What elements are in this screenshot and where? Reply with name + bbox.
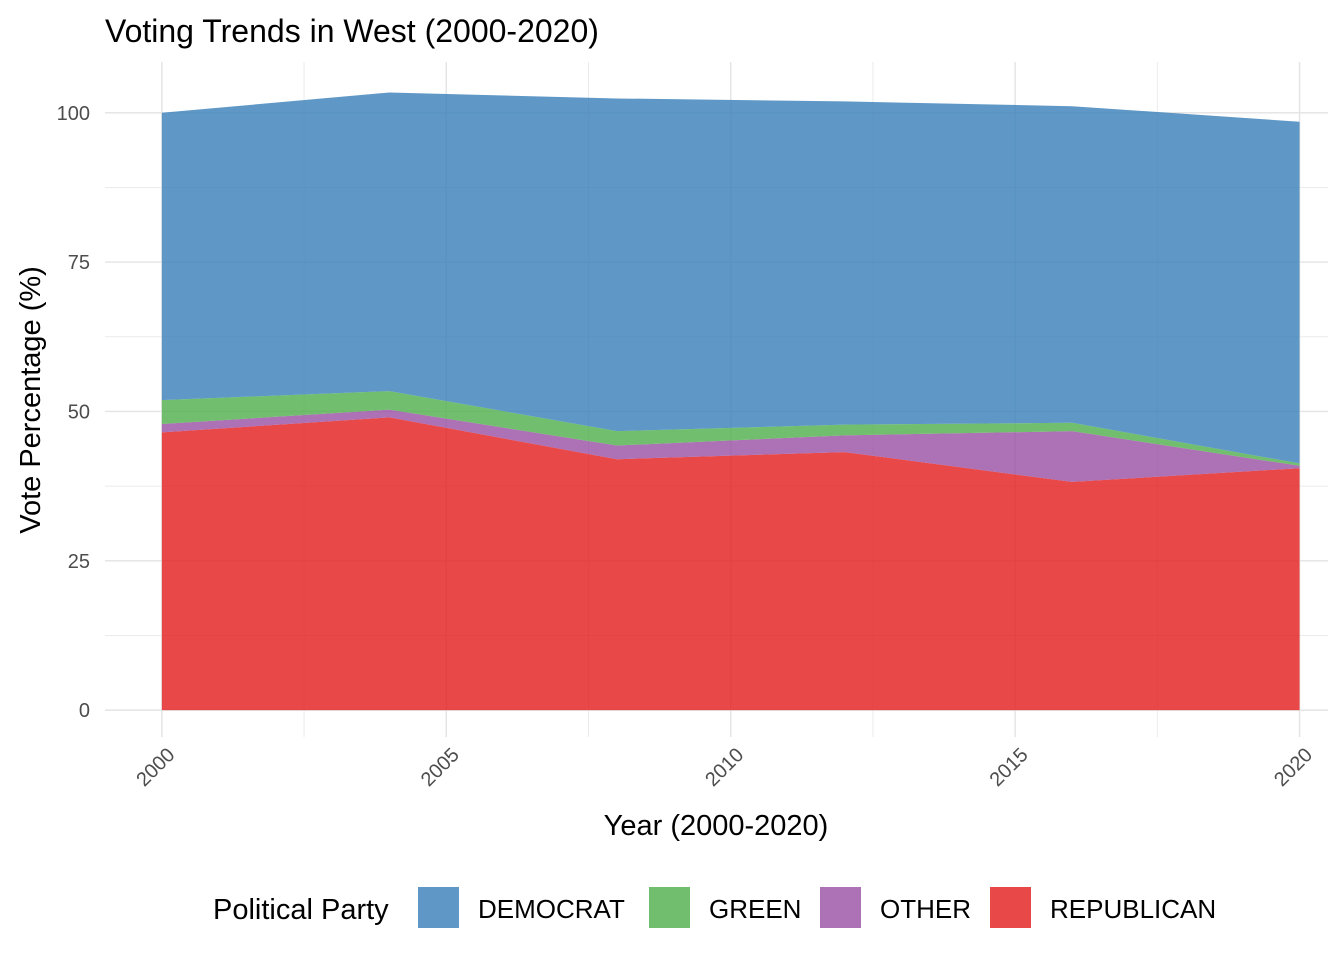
area-green [161, 391, 1300, 466]
y-axis-ticks: 0 25 50 75 100 [57, 103, 90, 722]
area-republican [161, 417, 1300, 711]
legend-swatch-green [649, 887, 690, 928]
y-tick-label: 75 [68, 252, 90, 274]
legend-swatch-democrat [418, 887, 459, 928]
x-axis-title: Year (2000-2020) [604, 810, 829, 842]
x-tick-label: 2000 [132, 744, 179, 791]
area-other [161, 409, 1300, 482]
y-tick-label: 0 [79, 700, 90, 722]
legend-swatch-other [820, 887, 861, 928]
x-tick-label: 2020 [1270, 744, 1317, 791]
legend-title: Political Party [213, 894, 389, 926]
x-tick-label: 2015 [986, 744, 1033, 791]
legend: Political Party DEMOCRAT GREEN OTHER REPUBL… [213, 887, 1216, 928]
legend-label-democrat: DEMOCRAT [478, 894, 625, 924]
area-series-layer [161, 92, 1300, 711]
area-democrat [161, 92, 1300, 464]
legend-swatch-republican [990, 887, 1031, 928]
y-tick-label: 50 [68, 401, 90, 423]
x-tick-label: 2005 [417, 744, 464, 791]
chart-title: Voting Trends in West (2000-2020) [105, 13, 599, 49]
legend-label-republican: REPUBLICAN [1050, 894, 1216, 924]
x-tick-label: 2010 [701, 744, 748, 791]
x-axis-ticks: 2000 2005 2010 2015 2020 [132, 744, 1317, 791]
y-axis-title: Vote Percentage (%) [15, 266, 47, 534]
y-tick-label: 100 [57, 103, 90, 125]
y-tick-label: 25 [68, 551, 90, 573]
legend-label-other: OTHER [880, 894, 971, 924]
legend-label-green: GREEN [709, 894, 801, 924]
